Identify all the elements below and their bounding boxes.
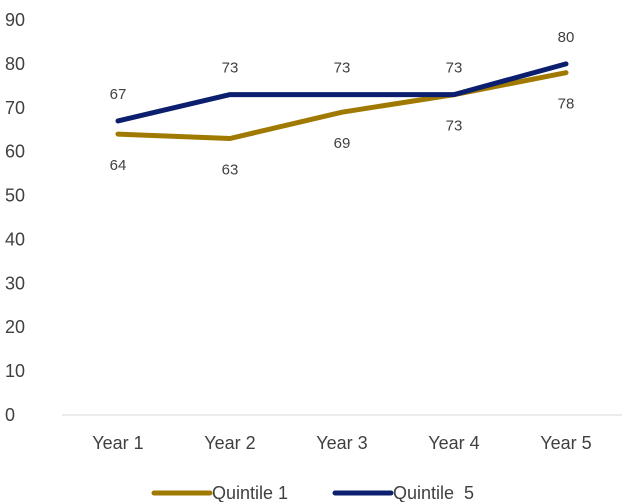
- y-tick-label: 60: [5, 142, 25, 162]
- y-tick-label: 70: [5, 98, 25, 118]
- y-tick-label: 30: [5, 273, 25, 293]
- data-label: 73: [446, 118, 463, 135]
- data-label: 73: [334, 60, 351, 77]
- x-axis: Year 1 Year 2 Year 3 Year 4 Year 5: [92, 433, 591, 453]
- data-label: 67: [110, 86, 127, 103]
- x-tick-label: Year 2: [204, 433, 255, 453]
- x-tick-label: Year 3: [316, 433, 367, 453]
- y-tick-label: 80: [5, 54, 25, 74]
- legend: Quintile 1 Quintile 5: [151, 483, 474, 502]
- x-tick-label: Year 4: [428, 433, 479, 453]
- series-line-2: [115, 61, 569, 124]
- data-label: 69: [334, 135, 351, 152]
- y-axis: 0 10 20 30 40 50 60 70 80 90: [5, 10, 25, 425]
- series-layer: [115, 61, 569, 141]
- data-label: 73: [222, 60, 239, 77]
- y-tick-label: 0: [5, 405, 15, 425]
- y-tick-label: 40: [5, 229, 25, 249]
- legend-label-1: Quintile 1: [212, 483, 288, 502]
- data-label: 80: [558, 29, 575, 46]
- x-tick-label: Year 5: [540, 433, 591, 453]
- data-label: 78: [558, 96, 575, 113]
- x-tick-label: Year 1: [92, 433, 143, 453]
- y-tick-label: 50: [5, 186, 25, 206]
- y-tick-label: 20: [5, 317, 25, 337]
- data-label: 63: [222, 162, 239, 179]
- data-labels: 64 63 69 73 78 67 73 73 73 80: [110, 29, 575, 179]
- data-label: 64: [110, 157, 127, 174]
- series-line-1: [115, 70, 569, 141]
- data-label: 73: [446, 60, 463, 77]
- y-tick-label: 10: [5, 361, 25, 381]
- y-tick-label: 90: [5, 10, 25, 30]
- legend-label-2: Quintile 5: [393, 483, 474, 502]
